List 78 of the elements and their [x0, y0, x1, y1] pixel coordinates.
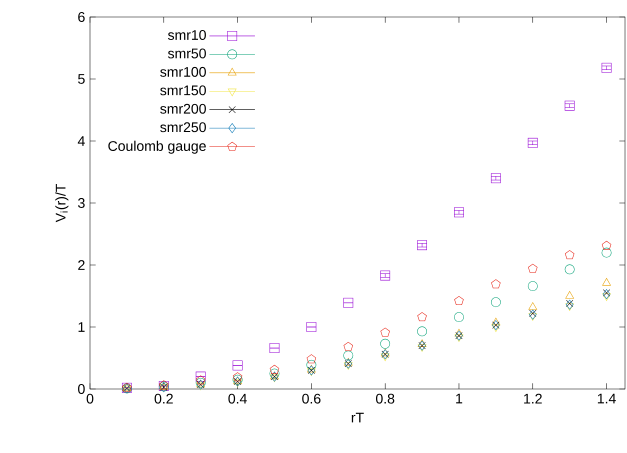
y-tick-label: 4: [78, 136, 85, 146]
point: [602, 248, 612, 258]
point: [380, 328, 390, 337]
x-tick-label: 0.4: [228, 394, 247, 404]
point: [490, 173, 501, 184]
point: [417, 312, 427, 322]
point: [564, 250, 574, 260]
point: [602, 240, 612, 250]
point: [564, 100, 575, 111]
point: [566, 300, 574, 310]
point: [306, 322, 316, 332]
point: [306, 354, 316, 364]
point: [417, 240, 428, 250]
legend-label: smr100: [160, 66, 206, 77]
point: [602, 289, 610, 296]
point: [270, 364, 280, 374]
legend-label: smr10: [168, 30, 206, 40]
legend-label: Coulomb gauge: [108, 140, 206, 154]
point: [602, 278, 611, 286]
point: [492, 324, 500, 332]
point: [602, 293, 611, 301]
point: [528, 138, 538, 148]
point: [417, 326, 428, 336]
point: [564, 264, 575, 274]
point: [454, 334, 464, 342]
x-tick-label: 0.8: [376, 394, 394, 404]
x-axis-title: rT: [352, 412, 364, 422]
point: [380, 354, 390, 362]
point: [454, 328, 464, 336]
point: [306, 360, 316, 370]
point: [270, 368, 280, 378]
point: [270, 343, 280, 354]
x-tick-label: 0.2: [154, 394, 173, 404]
y-tick-label: 1: [78, 322, 85, 332]
y-tick-label: 5: [78, 74, 85, 84]
point: [454, 296, 464, 306]
legend-label: smr250: [160, 122, 206, 132]
point: [528, 264, 538, 273]
point: [418, 344, 426, 352]
y-axis-title: V$_{i}$(r)/T: [55, 184, 68, 222]
point: [528, 310, 537, 320]
y-tick-label: 6: [78, 12, 85, 22]
legend-label: smr50: [168, 48, 206, 58]
point: [344, 342, 353, 351]
point: [491, 279, 501, 288]
y-tick-label: 0: [78, 384, 85, 394]
point: [196, 375, 206, 384]
point: [565, 291, 574, 299]
y-tick-label: 3: [78, 198, 85, 208]
point: [454, 207, 464, 218]
point: [418, 339, 426, 347]
legend-label: smr200: [160, 104, 206, 114]
point: [196, 372, 206, 382]
point: [492, 318, 500, 326]
point: [343, 298, 354, 308]
point: [232, 372, 242, 382]
point: [602, 62, 612, 73]
point: [565, 303, 574, 311]
x-tick-label: 1.2: [524, 394, 542, 404]
point: [602, 289, 610, 300]
y-tick-label: 2: [78, 260, 85, 270]
point: [490, 297, 501, 308]
point: [454, 312, 464, 322]
point: [344, 362, 353, 370]
point: [380, 270, 390, 280]
x-tick-label: 1.4: [598, 394, 616, 404]
point: [232, 360, 243, 370]
legend-label: smr150: [160, 85, 206, 96]
point: [528, 281, 538, 292]
point: [528, 302, 538, 310]
point: [529, 310, 536, 317]
x-tick-label: 0: [86, 394, 94, 404]
point: [380, 338, 390, 349]
x-tick-label: 1: [456, 394, 462, 404]
point: [566, 300, 574, 308]
x-tick-label: 0.6: [302, 394, 320, 404]
point: [343, 350, 354, 360]
point: [528, 313, 538, 321]
